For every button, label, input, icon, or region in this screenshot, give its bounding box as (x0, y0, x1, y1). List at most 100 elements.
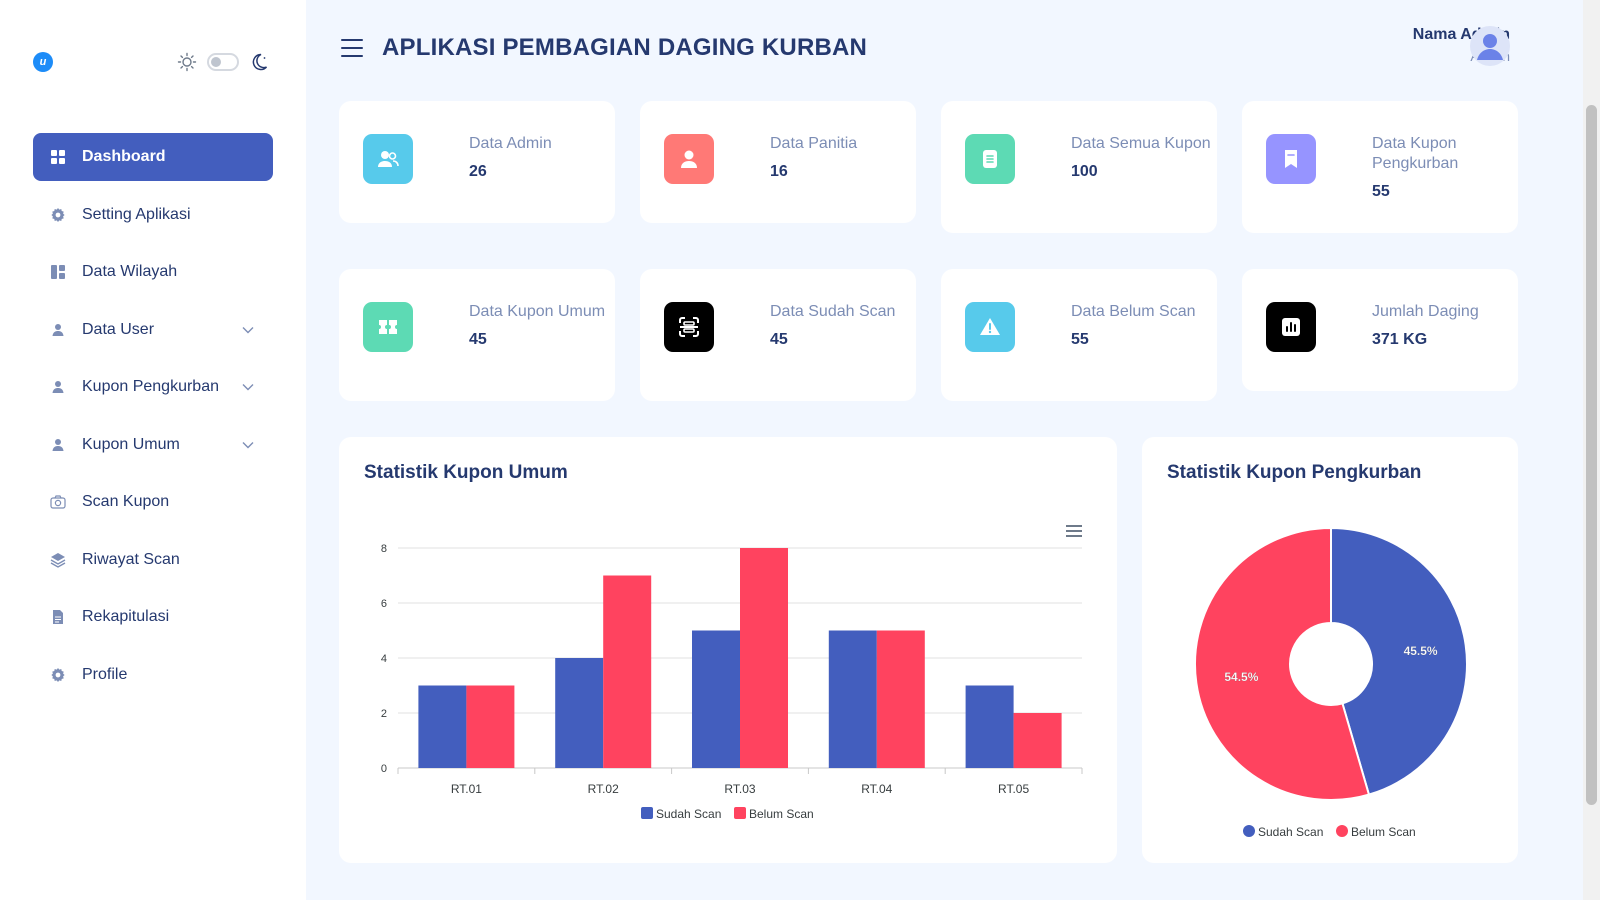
chevron-down-icon[interactable] (241, 380, 255, 394)
bookmark-icon (1266, 134, 1316, 184)
person-icon (664, 134, 714, 184)
bar-sudah-scan[interactable] (692, 630, 740, 769)
avatar[interactable] (1470, 26, 1510, 66)
camera-icon (49, 493, 67, 511)
bar-sudah-scan[interactable] (555, 658, 604, 768)
sidebar-item-setting-aplikasi[interactable]: Setting Aplikasi (33, 191, 273, 239)
stat-label: Data Sudah Scan 45 (770, 302, 910, 350)
stat-label-text: Data Kupon Umum (469, 303, 606, 320)
chevron-down-icon[interactable] (241, 438, 255, 452)
x-tick-label: RT.03 (724, 782, 755, 796)
stat-value: 100 (1071, 163, 1098, 180)
sidebar-item-dashboard[interactable]: Dashboard (33, 133, 273, 181)
sidebar-item-data-user[interactable]: Data User (33, 306, 273, 354)
person-icon (49, 436, 67, 454)
legend-label[interactable]: Sudah Scan (656, 807, 721, 821)
bar-belum-scan[interactable] (876, 630, 925, 769)
theme-switch[interactable] (207, 53, 239, 71)
app-logo[interactable]: u (33, 52, 53, 72)
y-tick-label: 2 (381, 708, 387, 720)
stat-value: 26 (469, 163, 487, 180)
sidebar-item-label: Rekapitulasi (82, 608, 170, 625)
chevron-down-icon[interactable] (241, 323, 255, 337)
stat-card-data-belum-scan: Data Belum Scan 55 (941, 269, 1217, 401)
scan-icon (664, 302, 714, 352)
bar-belum-scan[interactable] (1013, 713, 1062, 768)
legend-label[interactable]: Belum Scan (749, 807, 814, 821)
page-title: APLIKASI PEMBAGIAN DAGING KURBAN (382, 34, 868, 61)
sidebar-item-label: Kupon Umum (82, 435, 180, 453)
sidebar-item-label: Scan Kupon (82, 493, 170, 510)
stat-label: Data Semua Kupon 100 (1071, 134, 1211, 182)
bar-sudah-scan[interactable] (828, 630, 877, 769)
y-tick-label: 4 (381, 653, 387, 665)
gear-icon (49, 666, 67, 684)
legend-marker[interactable] (734, 807, 746, 819)
sidebar-item-riwayat-scan[interactable]: Riwayat Scan (33, 536, 273, 584)
stat-value: 16 (770, 163, 788, 180)
donut-slice-belum-scan[interactable] (1194, 526, 1371, 801)
warning-icon (965, 302, 1015, 352)
slice-label: 45.5% (1404, 644, 1438, 658)
sidebar-item-label: Data Wilayah (82, 263, 178, 280)
stat-card-data-panitia: Data Panitia 16 (640, 101, 916, 223)
gear-icon (49, 206, 67, 224)
legend-label[interactable]: Belum Scan (1351, 825, 1416, 839)
stat-label-text: Data Belum Scan (1071, 303, 1196, 320)
sidebar-item-profile[interactable]: Profile (33, 651, 273, 699)
stat-label-text: Data Kupon Pengkurban (1372, 135, 1459, 172)
chart-title: Statistik Kupon Umum (364, 462, 568, 483)
stat-value: 45 (770, 331, 788, 348)
sidebar-item-label: Kupon Pengkurban (82, 378, 219, 395)
legend-marker[interactable] (1243, 825, 1255, 837)
bar-belum-scan[interactable] (603, 575, 652, 769)
stat-card-data-kupon-umum: Data Kupon Umum 45 (339, 269, 615, 401)
sidebar-item-label: Data User (82, 320, 155, 338)
sidebar-item-data-wilayah[interactable]: Data Wilayah (33, 248, 273, 296)
sidebar-item-kupon-pengkurban[interactable]: Kupon Pengkurban (33, 363, 273, 411)
sidebar-item-kupon-umum[interactable]: Kupon Umum (33, 421, 273, 469)
y-tick-label: 0 (381, 763, 387, 775)
sidebar-header: u (0, 0, 306, 110)
y-tick-label: 6 (381, 598, 387, 610)
stat-label: Data Panitia 16 (770, 134, 910, 182)
stat-label-text: Data Admin (469, 135, 552, 152)
stat-label: Data Kupon Pengkurban 55 (1372, 134, 1512, 202)
legend-marker[interactable] (641, 807, 653, 819)
sidebar-item-scan-kupon[interactable]: Scan Kupon (33, 478, 273, 526)
donut-slice-sudah-scan[interactable] (1330, 526, 1468, 796)
chart-card-kupon-umum: Statistik Kupon Umum 0 2 4 6 8 RT.01 RT.02 RT.0… (339, 437, 1117, 863)
bar-belum-scan[interactable] (740, 548, 788, 768)
stat-label-text: Data Semua Kupon (1071, 135, 1211, 152)
sidebar-item-label: Setting Aplikasi (82, 205, 191, 223)
x-tick-label: RT.04 (861, 782, 892, 796)
legend-label[interactable]: Sudah Scan (1258, 825, 1323, 839)
stat-card-data-kupon-pengkurban: Data Kupon Pengkurban 55 (1242, 101, 1518, 233)
bar-sudah-scan[interactable] (418, 685, 467, 769)
avatar-person-icon (1477, 34, 1503, 60)
x-tick-label: RT.02 (588, 782, 619, 796)
stat-value: 45 (469, 331, 487, 348)
theme-toggle (177, 50, 269, 74)
bar-belum-scan[interactable] (466, 685, 515, 769)
hamburger-menu-icon[interactable] (341, 39, 363, 57)
layers-icon (49, 551, 67, 569)
stat-card-data-admin: Data Admin 26 (339, 101, 615, 223)
scrollbar-thumb[interactable] (1586, 105, 1597, 805)
y-tick-label: 8 (381, 543, 387, 555)
stat-label: Data Admin 26 (469, 134, 609, 182)
document-icon (49, 608, 67, 626)
sidebar-item-label: Profile (82, 665, 128, 683)
ticket-icon (965, 134, 1015, 184)
sidebar-item-rekapitulasi[interactable]: Rekapitulasi (33, 593, 273, 641)
chart-menu-icon[interactable] (1066, 525, 1082, 537)
sidebar-menu: Dashboard Setting Aplikasi Data Wilayah Dat… (33, 133, 273, 708)
chart-card-kupon-pengkurban: Statistik Kupon Pengkurban 45.5% 54.5% Sud… (1142, 437, 1518, 863)
chart-title: Statistik Kupon Pengkurban (1167, 462, 1422, 483)
page-scrollbar[interactable] (1583, 0, 1600, 900)
legend-marker[interactable] (1336, 825, 1348, 837)
stat-label: Data Kupon Umum 45 (469, 302, 609, 350)
bar-sudah-scan[interactable] (965, 685, 1014, 769)
people-icon (363, 134, 413, 184)
moon-icon (252, 53, 268, 71)
